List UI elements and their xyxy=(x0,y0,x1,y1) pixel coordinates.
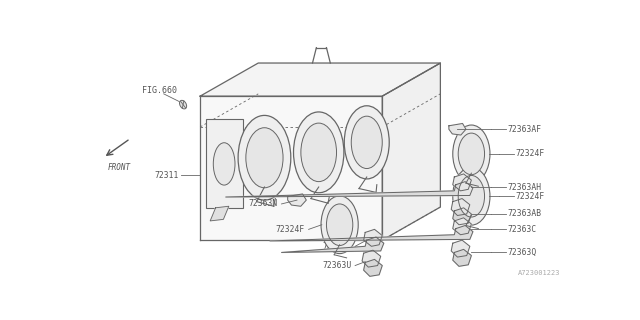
Ellipse shape xyxy=(180,100,187,109)
Text: 72363N: 72363N xyxy=(248,199,278,208)
Polygon shape xyxy=(452,249,472,266)
Text: A723001223: A723001223 xyxy=(518,269,561,276)
Ellipse shape xyxy=(344,106,389,179)
Polygon shape xyxy=(452,218,472,235)
Ellipse shape xyxy=(326,204,353,245)
Polygon shape xyxy=(452,208,472,225)
Polygon shape xyxy=(451,198,470,215)
Text: 72324F: 72324F xyxy=(516,149,545,158)
Polygon shape xyxy=(200,63,440,96)
Polygon shape xyxy=(451,240,470,257)
Ellipse shape xyxy=(246,128,283,188)
Text: 72363AH: 72363AH xyxy=(508,182,542,191)
Ellipse shape xyxy=(452,167,490,225)
Text: 72363Q: 72363Q xyxy=(508,248,537,257)
Polygon shape xyxy=(270,226,473,241)
Text: FRONT: FRONT xyxy=(107,163,131,172)
Text: 72363I: 72363I xyxy=(322,242,351,251)
Text: 72363U: 72363U xyxy=(322,261,351,270)
Text: 72363AF: 72363AF xyxy=(508,125,542,134)
Polygon shape xyxy=(282,237,384,252)
Text: FIG.660: FIG.660 xyxy=(142,86,177,95)
Polygon shape xyxy=(364,229,382,246)
Polygon shape xyxy=(452,174,472,191)
Text: 72324F: 72324F xyxy=(275,225,305,234)
Ellipse shape xyxy=(351,116,382,169)
Polygon shape xyxy=(210,206,229,221)
Polygon shape xyxy=(362,250,381,267)
Text: 72311: 72311 xyxy=(154,171,179,180)
Polygon shape xyxy=(200,96,382,240)
Text: 72324F: 72324F xyxy=(516,192,545,201)
Polygon shape xyxy=(226,182,473,197)
Text: 72363AB: 72363AB xyxy=(508,210,542,219)
Polygon shape xyxy=(449,124,466,135)
Ellipse shape xyxy=(301,123,337,182)
Polygon shape xyxy=(288,194,307,206)
Ellipse shape xyxy=(452,125,490,183)
Text: 72363C: 72363C xyxy=(508,225,537,234)
Ellipse shape xyxy=(321,196,358,254)
Ellipse shape xyxy=(458,133,484,175)
Bar xyxy=(205,119,243,208)
Polygon shape xyxy=(364,260,382,276)
Ellipse shape xyxy=(213,143,235,185)
Ellipse shape xyxy=(294,112,344,193)
Polygon shape xyxy=(382,63,440,240)
Ellipse shape xyxy=(458,175,484,217)
Ellipse shape xyxy=(238,116,291,200)
